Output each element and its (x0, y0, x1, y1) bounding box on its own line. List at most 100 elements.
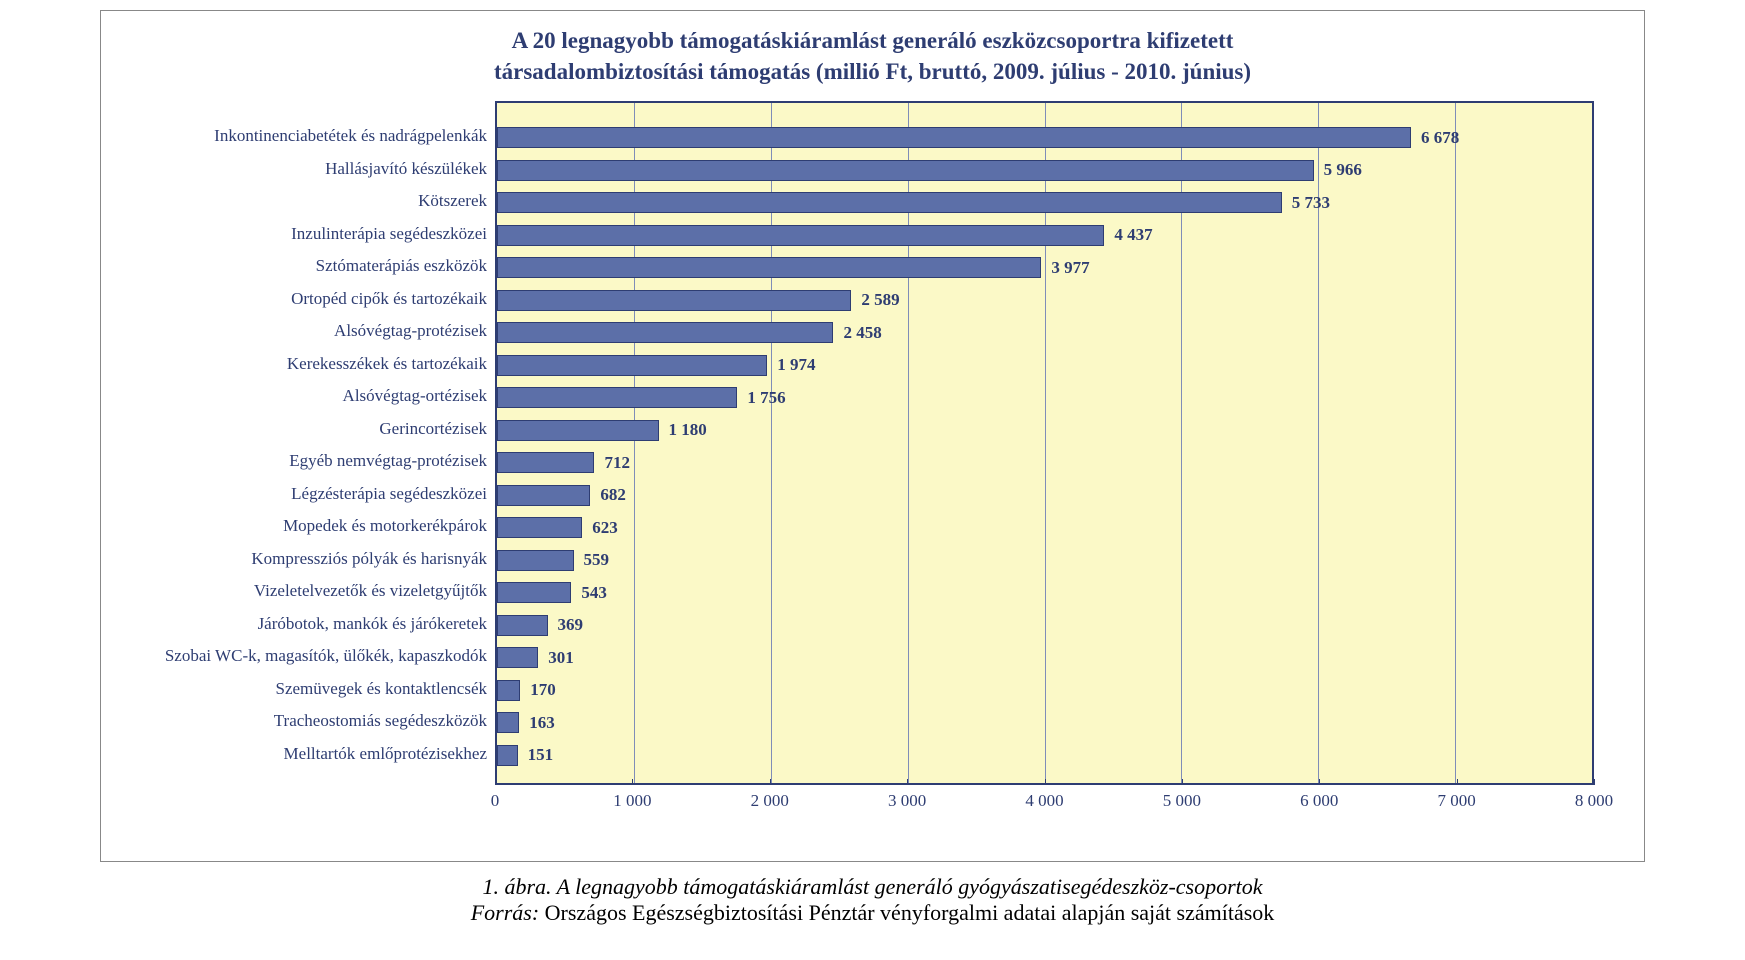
caption-source-label: Forrás: (471, 900, 539, 925)
bar (497, 712, 519, 733)
bar-value-label: 712 (604, 453, 630, 473)
y-axis-category-label: Inkontinenciabetétek és nadrágpelenkák (131, 125, 487, 146)
y-axis-category-label: Kompressziós pólyák és harisnyák (131, 548, 487, 569)
x-tick-mark (907, 779, 908, 785)
bar-row: 1 180 (497, 420, 1592, 441)
bar-row: 163 (497, 712, 1592, 733)
bar (497, 225, 1104, 246)
y-axis-category-label: Kötszerek (131, 190, 487, 211)
bar (497, 615, 548, 636)
x-tick-label: 7 000 (1438, 791, 1476, 811)
x-tick-label: 0 (491, 791, 500, 811)
bar (497, 647, 538, 668)
caption-line1: 1. ábra. A legnagyobb támogatáskiáramlás… (100, 874, 1645, 900)
bar-value-label: 559 (584, 550, 610, 570)
bar-value-label: 1 756 (747, 388, 785, 408)
bar-row: 559 (497, 550, 1592, 571)
y-axis-category-label: Vizeletelvezetők és vizeletgyűjtők (131, 580, 487, 601)
bar-row: 712 (497, 452, 1592, 473)
bar (497, 160, 1314, 181)
x-tick-label: 8 000 (1575, 791, 1613, 811)
bar (497, 680, 520, 701)
bar (497, 582, 571, 603)
y-axis-category-label: Alsóvégtag-ortézisek (131, 385, 487, 406)
bar (497, 485, 590, 506)
bar-value-label: 2 589 (861, 290, 899, 310)
bar-value-label: 6 678 (1421, 128, 1459, 148)
x-tick-mark (1182, 779, 1183, 785)
x-tick-mark (1594, 779, 1595, 785)
bar (497, 257, 1041, 278)
bar-row: 2 458 (497, 322, 1592, 343)
y-axis-category-label: Ortopéd cipők és tartozékaik (131, 288, 487, 309)
x-tick-mark (1045, 779, 1046, 785)
bar-row: 682 (497, 485, 1592, 506)
bar-row: 3 977 (497, 257, 1592, 278)
x-tick-mark (1319, 779, 1320, 785)
bar-value-label: 3 977 (1051, 258, 1089, 278)
bar-value-label: 543 (581, 583, 607, 603)
bar-value-label: 1 974 (777, 355, 815, 375)
y-axis-category-label: Járóbotok, mankók és járókeretek (131, 613, 487, 634)
bar-row: 1 756 (497, 387, 1592, 408)
bar-value-label: 5 966 (1324, 160, 1362, 180)
y-axis-category-label: Légzésterápia segédeszközei (131, 483, 487, 504)
bar-value-label: 5 733 (1292, 193, 1330, 213)
caption-line2: Forrás: Országos Egészségbiztosítási Pén… (100, 900, 1645, 926)
bar (497, 355, 767, 376)
x-tick-label: 4 000 (1025, 791, 1063, 811)
bar-row: 301 (497, 647, 1592, 668)
y-axis-category-label: Kerekesszékek és tartozékaik (131, 353, 487, 374)
chart-title-line1: A 20 legnagyobb támogatáskiáramlást gene… (512, 28, 1234, 53)
bar (497, 452, 594, 473)
bar (497, 550, 574, 571)
bar-value-label: 163 (529, 713, 555, 733)
y-axis-category-label: Melltartók emlőprotézisekhez (131, 743, 487, 764)
x-tick-label: 3 000 (888, 791, 926, 811)
bar-value-label: 4 437 (1114, 225, 1152, 245)
x-tick-label: 5 000 (1163, 791, 1201, 811)
x-tick-label: 6 000 (1300, 791, 1338, 811)
bar-value-label: 170 (530, 680, 556, 700)
bars-layer: 6 678 5 966 5 733 4 437 3 977 2 589 2 458 1 974… (497, 103, 1592, 783)
y-axis-category-label: Inzulinterápia segédeszközei (131, 223, 487, 244)
bar-row: 369 (497, 615, 1592, 636)
plot-area: 6 678 5 966 5 733 4 437 3 977 2 589 2 458 1 974… (495, 101, 1594, 785)
bar-row: 543 (497, 582, 1592, 603)
bar-row: 623 (497, 517, 1592, 538)
bar-row: 4 437 (497, 225, 1592, 246)
x-tick-label: 1 000 (613, 791, 651, 811)
caption-source-text: Országos Egészségbiztosítási Pénztár vén… (539, 900, 1274, 925)
bar (497, 517, 582, 538)
plot-outer: Inkontinenciabetétek és nadrágpelenkák Ha… (131, 101, 1614, 821)
x-tick-mark (1457, 779, 1458, 785)
bar-value-label: 1 180 (669, 420, 707, 440)
figure-caption: 1. ábra. A legnagyobb támogatáskiáramlás… (100, 874, 1645, 926)
y-axis-category-label: Hallásjavító készülékek (131, 158, 487, 179)
bar (497, 322, 833, 343)
y-axis-category-label: Szobai WC-k, magasítók, ülőkék, kapaszko… (131, 645, 487, 666)
y-axis-category-label: Alsóvégtag-protézisek (131, 320, 487, 341)
bar-row: 1 974 (497, 355, 1592, 376)
chart-title-line2: társadalombiztosítási támogatás (millió … (494, 59, 1251, 84)
y-axis-category-label: Szemüvegek és kontaktlencsék (131, 678, 487, 699)
bar-value-label: 682 (600, 485, 626, 505)
x-tick-label: 2 000 (751, 791, 789, 811)
bar-row: 170 (497, 680, 1592, 701)
chart-title: A 20 legnagyobb támogatáskiáramlást gene… (131, 25, 1614, 87)
page-root: A 20 legnagyobb támogatáskiáramlást gene… (0, 0, 1745, 960)
y-axis-category-label: Egyéb nemvégtag-protézisek (131, 450, 487, 471)
bar-value-label: 369 (558, 615, 584, 635)
bar-value-label: 301 (548, 648, 574, 668)
bar (497, 127, 1411, 148)
bar-value-label: 2 458 (843, 323, 881, 343)
bar (497, 387, 737, 408)
y-axis-labels: Inkontinenciabetétek és nadrágpelenkák Ha… (131, 101, 487, 785)
chart-frame: A 20 legnagyobb támogatáskiáramlást gene… (100, 10, 1645, 862)
y-axis-category-label: Gerincortézisek (131, 418, 487, 439)
bar-row: 5 966 (497, 160, 1592, 181)
bar-row: 5 733 (497, 192, 1592, 213)
y-axis-category-label: Sztómaterápiás eszközök (131, 255, 487, 276)
x-tick-mark (495, 779, 496, 785)
bar-value-label: 151 (528, 745, 554, 765)
